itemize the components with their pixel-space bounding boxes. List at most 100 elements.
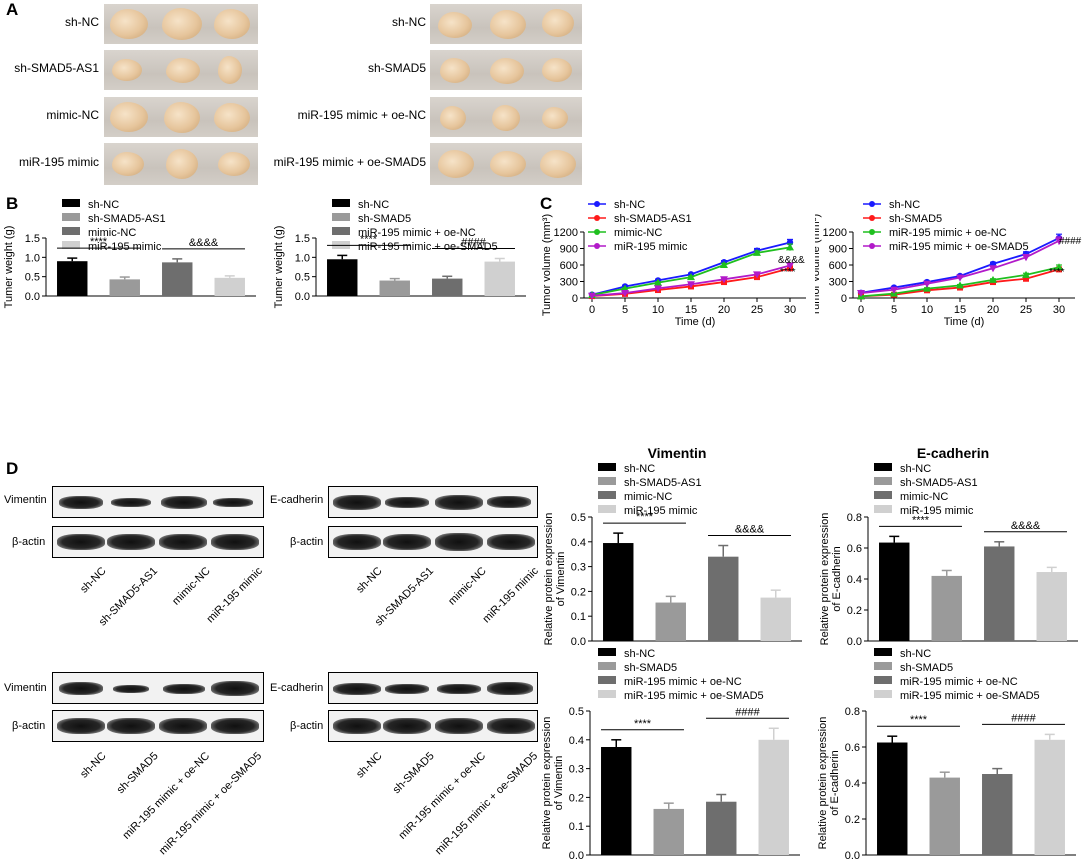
tumor-photo [104,4,258,44]
legend-marker [869,243,875,249]
x-tick-label: 5 [891,304,897,316]
y-tick-label: 0.0 [295,291,310,303]
significance-label: #### [461,236,486,248]
bar [57,261,88,296]
legend-label: sh-SMAD5 [624,662,677,674]
x-tick-label: 20 [718,304,730,316]
y-axis-label: Tumer weight (g) [3,226,15,309]
tumor-photo [430,4,582,44]
y-tick-label: 0.8 [845,706,860,718]
y-axis-label: of E-cadherin [829,750,841,815]
blot-vimentin-top [52,486,264,518]
panel-a-right-label: miR-195 mimic + oe-NC [297,108,426,122]
y-tick-label: 0.5 [25,272,40,284]
legend-label: miR-195 mimic [614,241,688,253]
legend-swatch [598,676,616,684]
y-tick-label: 0.4 [845,778,860,790]
legend-swatch [332,199,350,207]
bar [708,556,739,641]
legend-swatch [874,491,892,499]
blot-actin-top [328,526,538,558]
blot-row-label: β-actin [290,536,324,548]
chart-d2: E-cadherin sh-NC sh-SMAD5-AS1 mimic-NC miR-1… [819,445,1078,648]
legend-swatch [332,213,350,221]
legend-swatch [598,491,616,499]
chart-title: E-cadherin [917,445,989,461]
legend-swatch [598,505,616,513]
lane-label: miR-195 mimic [204,565,265,626]
tumor-photo [104,50,258,90]
blot-row-label: Vimentin [4,494,47,506]
y-tick-label: 0 [572,293,578,305]
legend-label: sh-NC [614,199,645,211]
chart-d3: sh-NC sh-SMAD5 miR-195 mimic + oe-NC miR-19… [541,648,800,862]
bar [603,543,634,641]
lane-label: sh-SMAD5 [114,750,161,797]
data-point [857,290,865,298]
data-point [956,274,964,282]
legend-label: mimic-NC [88,227,136,239]
panel-label-c: C [540,194,553,213]
bar [432,278,463,296]
legend-label: miR-195 mimic [88,241,162,253]
legend-label: sh-NC [358,199,389,211]
blot-actin-bottom [328,710,538,742]
y-axis-label: Relative protein expression [819,513,831,646]
y-axis-label: of Vimentin [555,552,567,607]
legend-swatch [874,662,892,670]
bar [879,542,910,641]
legend-label: miR-195 mimic [624,505,698,517]
legend-label: sh-SMAD5-AS1 [88,213,166,225]
lane-label: miR-195 mimic + oe-SMAD5 [157,750,265,858]
y-tick-label: 0.4 [847,574,862,586]
y-tick-label: 1200 [823,227,847,239]
legend-marker [869,215,875,221]
legend-label: miR-195 mimic + oe-SMAD5 [889,241,1029,253]
bar [1036,572,1067,641]
y-tick-label: 900 [829,244,847,256]
lane-label: sh-NC [77,750,109,781]
legend-swatch [332,227,350,235]
y-tick-label: 1.5 [25,233,40,245]
panel-a-right-label: sh-NC [391,15,426,29]
bar [706,801,737,855]
significance-label: **** [636,511,654,523]
y-tick-label: 300 [829,277,847,289]
significance-label: &&&& [735,524,765,536]
legend-marker [594,201,600,207]
y-tick-label: 0.6 [845,742,860,754]
y-axis-label: Relative protein expression [817,717,829,850]
panel-label-a: A [6,0,19,19]
x-tick-label: 30 [1053,304,1065,316]
lane-label: mimic-NC [445,565,489,608]
x-tick-label: 0 [858,304,864,316]
x-tick-label: 10 [921,304,933,316]
legend-label: miR-195 mimic + oe-SMAD5 [900,690,1040,702]
data-point [621,290,629,298]
y-axis-label: Relative protein expression [541,717,553,850]
lane-label: sh-SMAD5 [390,750,437,797]
data-point [1022,254,1030,262]
blot-row-label: E-cadherin [270,682,324,694]
data-point [1022,270,1030,278]
legend-label: sh-SMAD5 [889,213,942,225]
data-point [588,292,596,300]
bar [162,262,193,296]
significance-label: &&&& [778,255,805,266]
y-tick-label: 0.5 [295,272,310,284]
y-axis-label: of E-cadherin [831,546,843,611]
lane-label: miR-195 mimic + oe-NC [120,750,213,842]
blot-row-label: β-actin [12,536,46,548]
legend-marker [594,243,600,249]
legend-marker [594,229,600,235]
x-tick-label: 10 [652,304,664,316]
y-tick-label: 600 [560,260,578,272]
legend-label: miR-195 mimic + oe-NC [624,676,742,688]
panel-label-d: D [6,459,19,478]
legend-swatch [874,690,892,698]
bar [982,774,1013,855]
y-tick-label: 0.4 [569,735,584,747]
legend-label: miR-195 mimic + oe-SMAD5 [358,241,498,253]
bar [379,280,410,296]
data-point [687,281,695,289]
